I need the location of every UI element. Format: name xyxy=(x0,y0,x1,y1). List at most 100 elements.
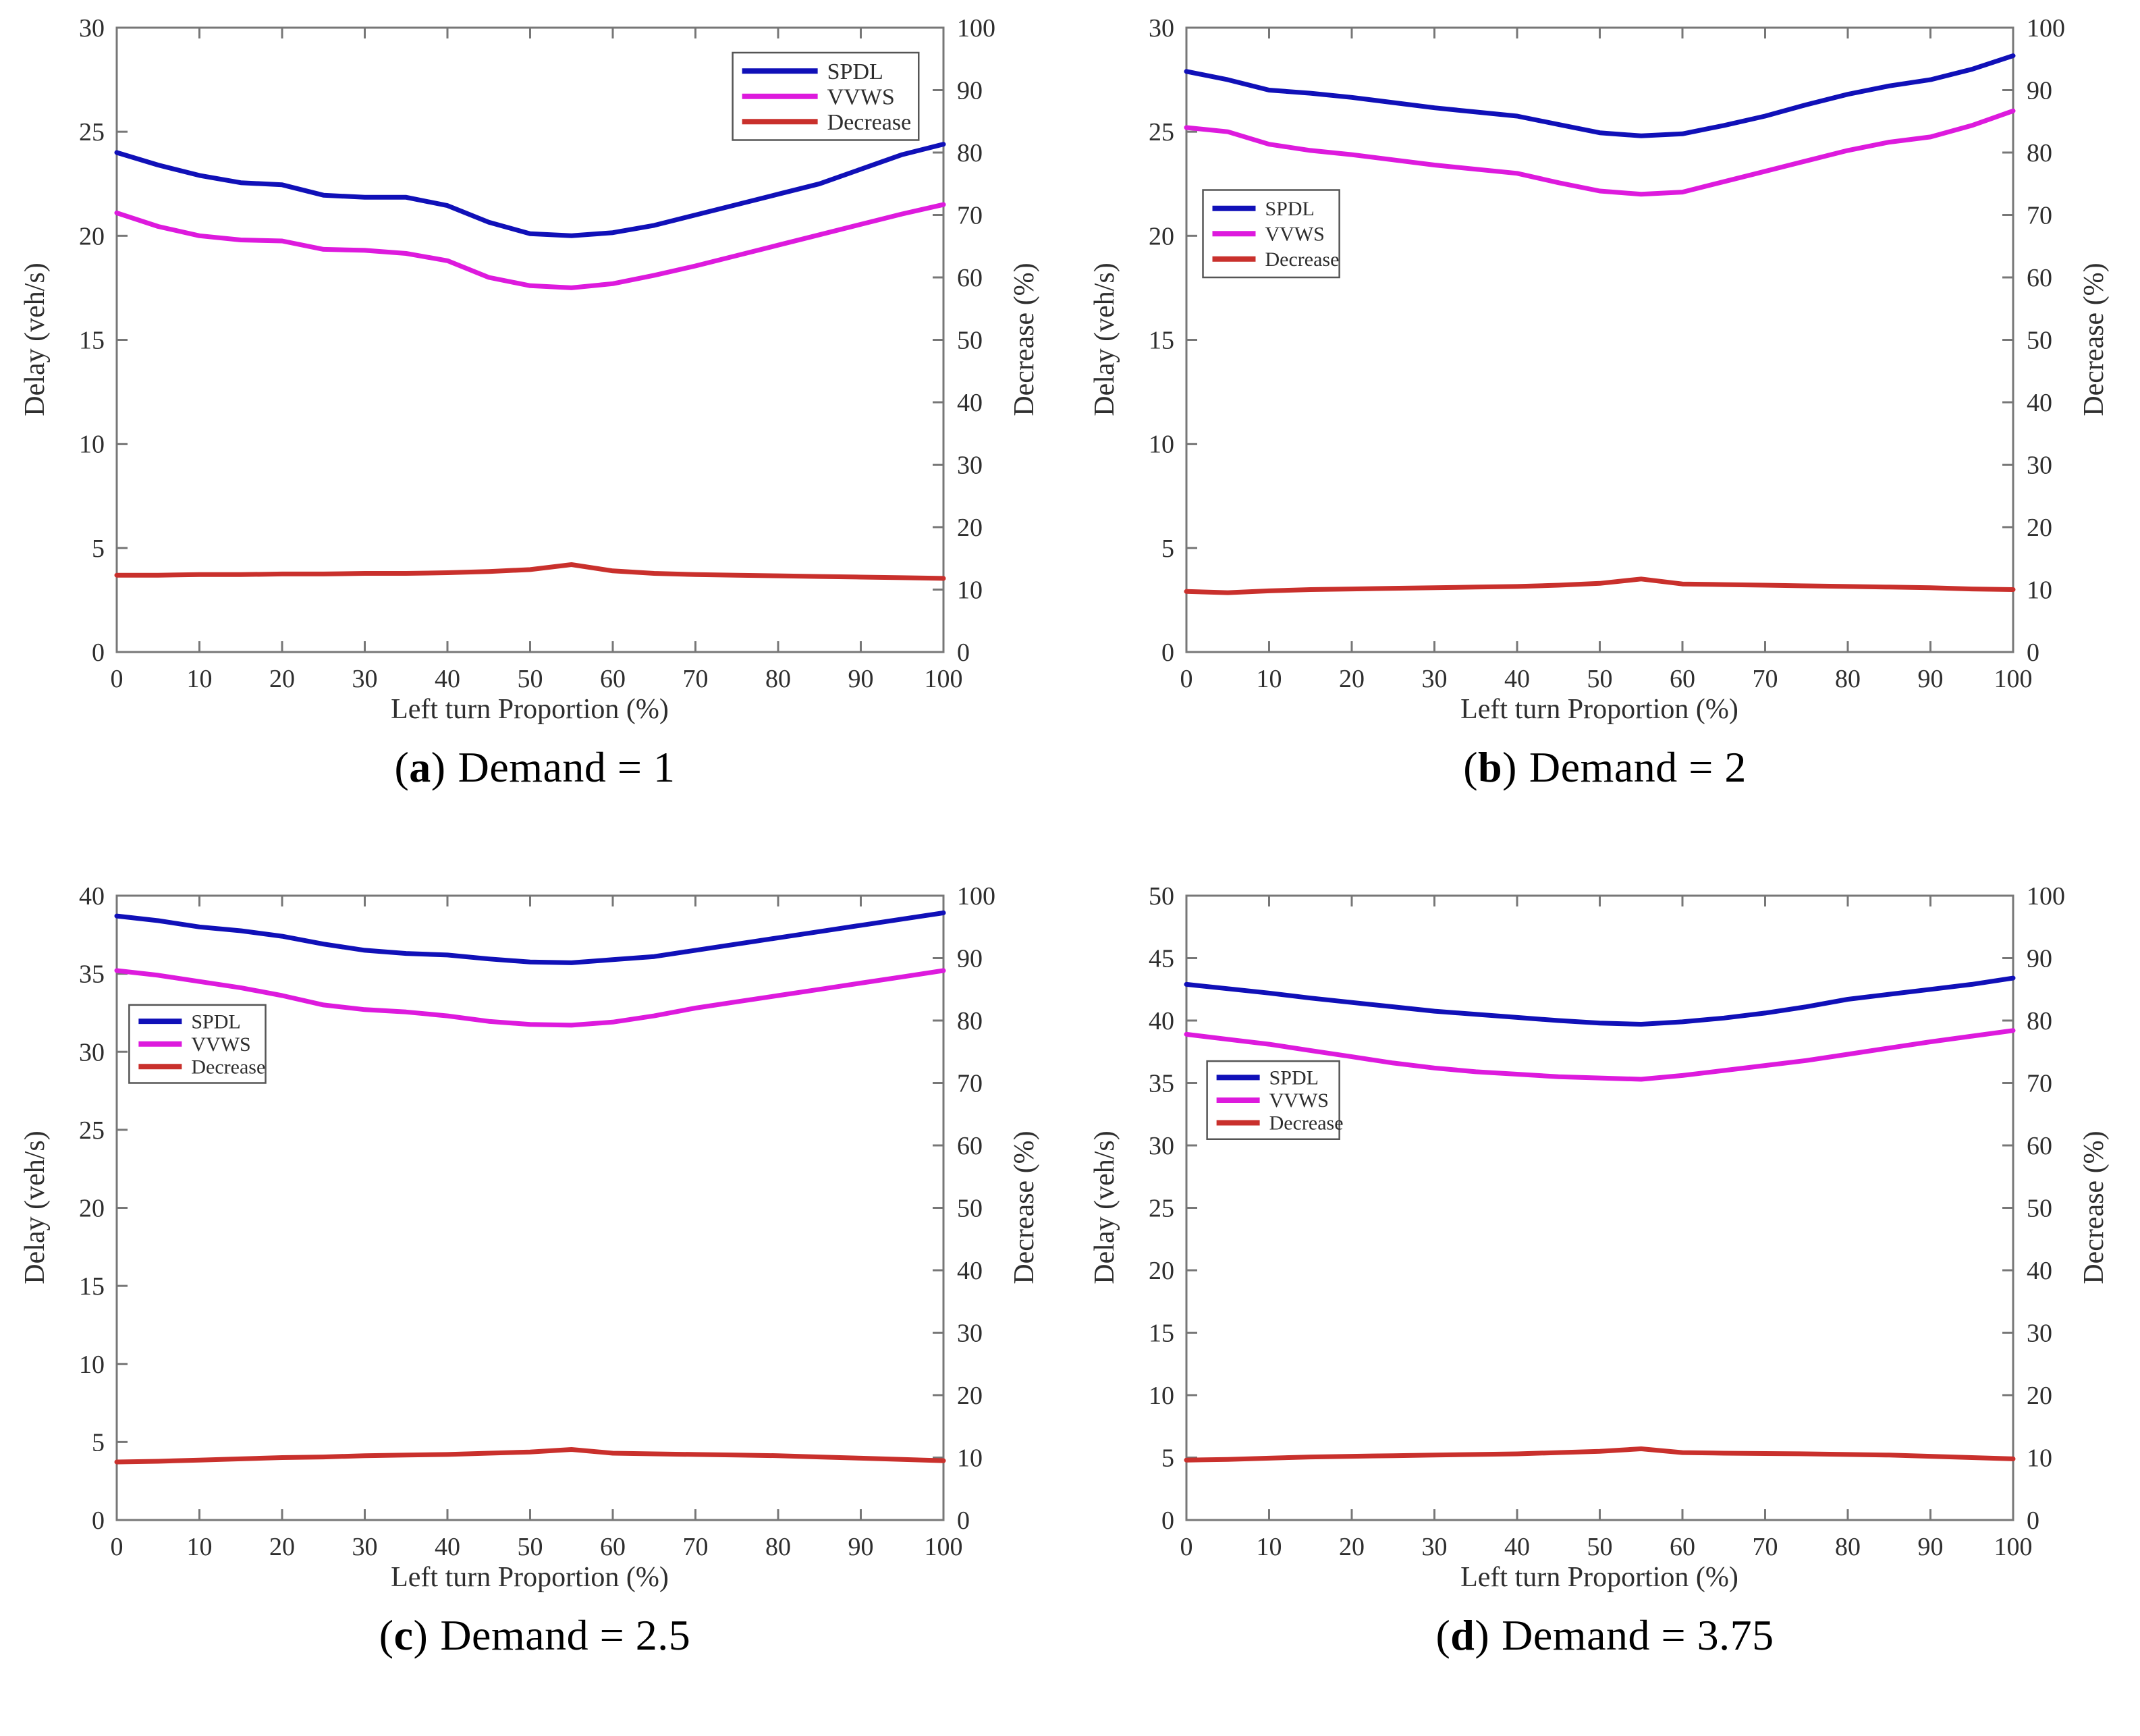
x-tick-label: 90 xyxy=(1918,665,1944,693)
y-tick-label-right: 40 xyxy=(957,389,983,417)
series-line-vvws xyxy=(114,968,945,1028)
x-tick-label: 60 xyxy=(600,1533,626,1561)
y-tick-label-right: 10 xyxy=(957,576,983,605)
y-tick-label-right: 70 xyxy=(2027,202,2052,230)
legend-label-decrease: Decrease xyxy=(191,1056,265,1078)
y-tick-label-left: 20 xyxy=(1149,222,1174,250)
x-tick-label: 30 xyxy=(352,1533,377,1561)
y-tick-label-right: 60 xyxy=(2027,264,2052,292)
legend-label-decrease: Decrease xyxy=(827,110,911,135)
x-tick-label: 60 xyxy=(1670,665,1695,693)
chart-figure-c: Delay (veh/s) Decrease (%) Left turn Pro… xyxy=(0,868,1070,1736)
y-tick-label-right: 30 xyxy=(2027,1320,2052,1348)
caption-letter: a xyxy=(409,743,431,791)
legend-label-decrease: Decrease xyxy=(1265,248,1340,271)
caption-text: Demand = 3.75 xyxy=(1502,1611,1774,1659)
legend-box xyxy=(1206,1060,1340,1140)
y-tick-label-left: 25 xyxy=(79,118,105,146)
y-tick-label-right: 20 xyxy=(2027,514,2052,542)
legend-label-vvws: VVWS xyxy=(827,84,894,109)
y-axis-label-right: Decrease (%) xyxy=(1009,263,1040,416)
y-axis-label-left: Delay (veh/s) xyxy=(20,263,51,416)
x-tick-label: 0 xyxy=(110,1533,123,1561)
plot-area: 0 10 20 30 40 50 60 70 80 90 100051015202530354045… xyxy=(1149,882,2065,1561)
caption-paren: ( xyxy=(1435,1611,1451,1659)
y-tick-label-left: 20 xyxy=(1149,1257,1174,1285)
caption-b: (b) Demand = 2 xyxy=(1463,742,1747,792)
x-tick-label: 90 xyxy=(1918,1533,1944,1561)
series-line-decrease xyxy=(114,1447,945,1465)
x-tick-label: 30 xyxy=(1422,1533,1448,1561)
y-tick-label-left: 30 xyxy=(1149,1132,1174,1160)
x-tick-label: 70 xyxy=(1753,1533,1778,1561)
y-tick-label-right: 10 xyxy=(2027,576,2052,605)
x-tick-label: 100 xyxy=(1994,665,2033,693)
x-tick-label: 80 xyxy=(1835,665,1861,693)
y-tick-label-left: 25 xyxy=(79,1116,105,1145)
x-tick-label: 60 xyxy=(1670,1533,1695,1561)
x-tick-label: 50 xyxy=(1587,1533,1613,1561)
x-tick-label: 90 xyxy=(848,665,873,693)
caption-paren: ) xyxy=(1475,1611,1490,1659)
y-tick-label-left: 35 xyxy=(79,960,105,989)
x-tick-label: 100 xyxy=(924,1533,962,1561)
x-tick-label: 30 xyxy=(352,665,377,693)
caption-text: Demand = 2.5 xyxy=(440,1611,691,1659)
y-tick-label-left: 50 xyxy=(1149,882,1174,911)
caption-paren: ( xyxy=(1463,743,1478,791)
y-tick-label-right: 60 xyxy=(957,1132,983,1160)
y-tick-label-right: 20 xyxy=(957,1382,983,1410)
caption-text: Demand = 1 xyxy=(458,743,676,791)
x-tick-label: 10 xyxy=(186,665,212,693)
y-tick-label-right: 60 xyxy=(957,264,983,292)
x-tick-label: 10 xyxy=(186,1533,212,1561)
caption-a: (a) Demand = 1 xyxy=(394,742,675,792)
y-tick-label-left: 20 xyxy=(79,1195,105,1223)
y-tick-label-right: 100 xyxy=(957,14,995,43)
y-tick-label-left: 20 xyxy=(79,222,105,250)
y-tick-label-right: 30 xyxy=(957,1320,983,1348)
y-tick-label-right: 30 xyxy=(2027,452,2052,480)
series-line-vvws xyxy=(1184,108,2016,197)
x-tick-label: 0 xyxy=(1180,1533,1193,1561)
y-tick-label-left: 10 xyxy=(79,431,105,459)
x-tick-label: 50 xyxy=(517,665,543,693)
y-tick-label-right: 30 xyxy=(957,452,983,480)
x-tick-label: 20 xyxy=(1339,1533,1365,1561)
x-tick-label: 80 xyxy=(765,1533,791,1561)
caption-paren: ) xyxy=(1502,743,1517,791)
chart-figure-b: Delay (veh/s) Decrease (%) Left turn Pro… xyxy=(1070,0,2140,868)
x-tick-label: 20 xyxy=(269,665,295,693)
chart-canvas-b: Delay (veh/s) Decrease (%) Left turn Pro… xyxy=(1089,14,2110,725)
y-tick-label-left: 0 xyxy=(1161,639,1174,667)
y-tick-label-right: 40 xyxy=(2027,1257,2052,1285)
y-tick-label-left: 30 xyxy=(79,14,105,43)
x-tick-label: 40 xyxy=(435,1533,460,1561)
y-tick-label-left: 30 xyxy=(1149,14,1174,43)
series-line-spdl xyxy=(114,142,945,238)
y-tick-label-right: 100 xyxy=(2027,882,2065,911)
x-axis-label: Left turn Proportion (%) xyxy=(1460,694,1738,725)
y-tick-label-right: 70 xyxy=(2027,1070,2052,1098)
y-tick-label-right: 50 xyxy=(957,327,983,355)
y-tick-label-right: 100 xyxy=(2027,14,2065,43)
y-tick-label-left: 40 xyxy=(79,882,105,911)
x-axis-label: Left turn Proportion (%) xyxy=(391,694,669,725)
y-tick-label-left: 10 xyxy=(1149,431,1174,459)
legend-label-spdl: SPDL xyxy=(1265,198,1315,220)
series-line-spdl xyxy=(1184,975,2016,1027)
y-axis-label-left: Delay (veh/s) xyxy=(1089,263,1120,416)
y-tick-label-left: 40 xyxy=(1149,1007,1174,1035)
plot-border xyxy=(1185,26,2014,653)
y-tick-label-right: 40 xyxy=(2027,389,2052,417)
y-tick-label-left: 15 xyxy=(79,327,105,355)
y-tick-label-left: 15 xyxy=(79,1272,105,1301)
x-tick-label: 100 xyxy=(924,665,962,693)
y-tick-label-left: 15 xyxy=(1149,1320,1174,1348)
chart-canvas-a: Delay (veh/s) Decrease (%) Left turn Pro… xyxy=(20,14,1040,725)
chart-figure-d: Delay (veh/s) Decrease (%) Left turn Pro… xyxy=(1070,868,2140,1736)
series-line-decrease xyxy=(1184,1446,2016,1463)
chart-figure-a: Delay (veh/s) Decrease (%) Left turn Pro… xyxy=(0,0,1070,868)
series-line-vvws xyxy=(114,202,945,290)
y-axis-label-left: Delay (veh/s) xyxy=(1089,1131,1120,1284)
